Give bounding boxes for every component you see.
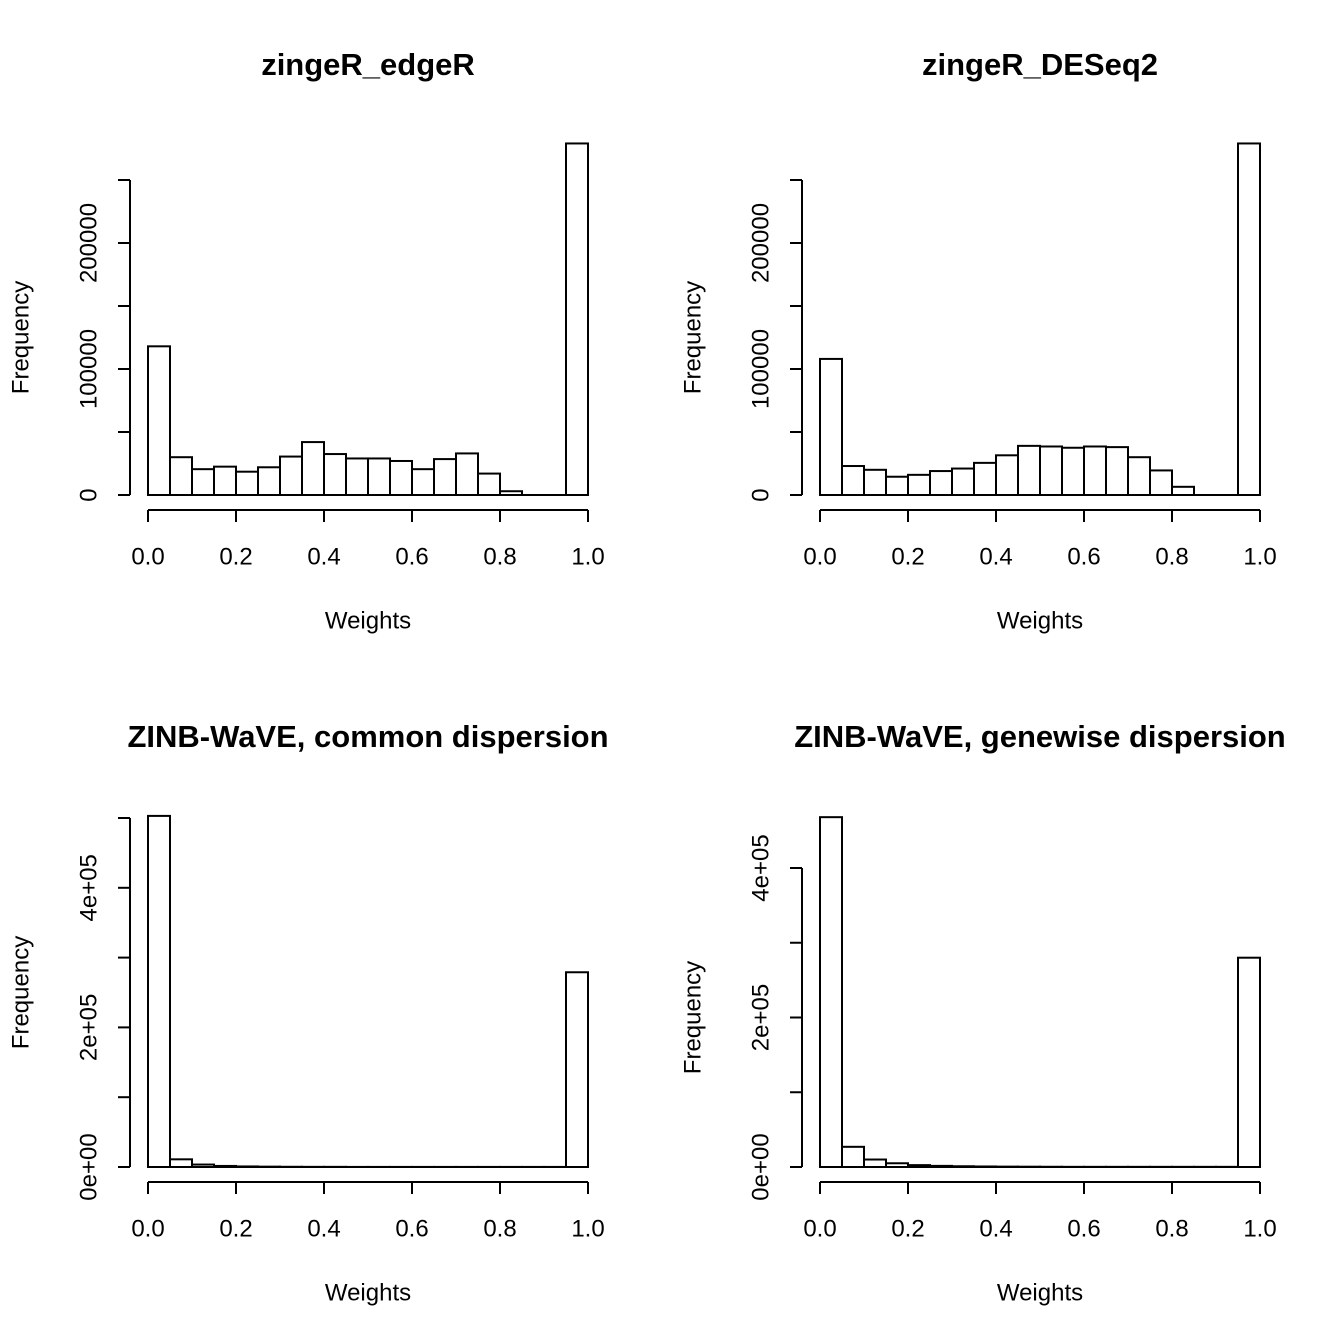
histogram-bar [147,814,171,1168]
x-tick-label: 0.0 [131,543,164,570]
histogram-bar [929,470,953,496]
histogram-bar [213,465,237,496]
x-tick-label: 0.0 [803,1215,836,1242]
histogram-bar [1061,446,1085,496]
histogram-bar [819,816,843,1168]
y-axis-label: Frequency [7,936,34,1049]
histogram-bar [1039,445,1063,496]
histogram-bar [1237,956,1261,1169]
histogram-bar [863,1158,887,1169]
histogram-bar [907,473,931,496]
histogram-bar [973,461,997,496]
histogram-bar [169,1158,193,1169]
y-tick-label: 0 [747,488,774,501]
x-tick-label: 0.8 [1155,1215,1188,1242]
x-tick-label: 0.6 [1067,543,1100,570]
x-tick-label: 0.6 [395,543,428,570]
x-tick-label: 0.0 [803,543,836,570]
y-axis-label: Frequency [7,281,34,394]
histogram-bar [191,468,215,497]
y-tick-label: 2e+05 [747,984,774,1051]
x-axis-label: Weights [997,1279,1083,1306]
x-tick-label: 0.4 [979,1215,1012,1242]
histogram-bar [565,971,589,1168]
histogram-bar [841,465,865,496]
x-tick-label: 0.8 [483,543,516,570]
y-axis-label: Frequency [679,281,706,394]
histogram-bar [477,472,501,496]
histogram-bar [1127,456,1151,497]
histogram-bar [411,468,435,497]
histogram-bar [1171,485,1195,496]
histogram-panel-1: zingeR_edgeR 0.0 0.2 0.4 0.6 0.8 1.0 Weights 0 10… [7,47,604,634]
x-tick-label: 0.6 [1067,1215,1100,1242]
chart-title: zingeR_edgeR [261,47,475,82]
histogram-bar [951,467,975,497]
x-tick-label: 0.0 [131,1215,164,1242]
histogram-bar [169,456,193,497]
histogram-panel-3: ZINB-WaVE, common dispersion 0.0 0.2 0.4 0.6… [7,719,608,1306]
histogram-bar [367,457,391,496]
y-tick-label: 100000 [747,329,774,409]
histogram-bar [433,458,457,496]
x-tick-label: 1.0 [571,1215,604,1242]
y-tick-label: 2e+05 [75,994,102,1061]
x-tick-label: 0.4 [307,1215,340,1242]
histogram-bar [257,466,281,496]
histogram-bar [235,470,259,497]
histogram-bar [841,1145,865,1169]
x-tick-label: 0.2 [891,1215,924,1242]
chart-title: ZINB-WaVE, common dispersion [127,719,608,754]
histogram-bar [1105,446,1129,496]
histogram-bar [455,452,479,497]
histogram-bar [885,475,909,497]
histogram-bar [301,441,325,496]
histogram-bar [147,345,171,496]
chart-title: ZINB-WaVE, genewise dispersion [794,719,1286,754]
histogram-bar [565,142,589,497]
histogram-panel-4: ZINB-WaVE, genewise dispersion 0.0 0.2 0.4 0… [679,719,1285,1306]
x-tick-label: 1.0 [1243,543,1276,570]
histogram-bar [819,357,843,497]
x-tick-label: 0.8 [1155,543,1188,570]
histogram-bar [1237,142,1261,497]
histogram-bar [863,468,887,496]
x-tick-label: 0.8 [483,1215,516,1242]
x-tick-label: 1.0 [571,543,604,570]
histogram-bar [323,453,347,496]
y-tick-label: 4e+05 [75,854,102,921]
histogram-bar [1149,469,1173,496]
histogram-panel-2: zingeR_DESeq2 0.0 0.2 0.4 0.6 0.8 1.0 Weights 0 1… [679,47,1276,634]
y-tick-label: 100000 [75,329,102,409]
histogram-bar [1017,444,1041,496]
x-tick-label: 0.2 [891,543,924,570]
histogram-bar [1083,445,1107,496]
x-tick-label: 0.4 [979,543,1012,570]
x-tick-label: 0.2 [219,1215,252,1242]
histogram-bar [389,459,413,497]
x-axis-label: Weights [325,607,411,634]
x-tick-label: 0.6 [395,1215,428,1242]
x-tick-label: 0.4 [307,543,340,570]
chart-title: zingeR_DESeq2 [922,47,1158,82]
y-tick-label: 0 [75,488,102,501]
x-axis-label: Weights [997,607,1083,634]
y-tick-label: 200000 [747,203,774,283]
y-tick-label: 0e+00 [747,1133,774,1200]
x-tick-label: 1.0 [1243,1215,1276,1242]
histogram-bar [345,457,369,496]
y-tick-label: 0e+00 [75,1133,102,1200]
y-tick-label: 200000 [75,203,102,283]
histogram-bar [279,455,303,497]
histogram-bar [995,454,1019,496]
x-axis-label: Weights [325,1279,411,1306]
y-tick-label: 4e+05 [747,834,774,901]
x-tick-label: 0.2 [219,543,252,570]
y-axis-label: Frequency [679,961,706,1074]
